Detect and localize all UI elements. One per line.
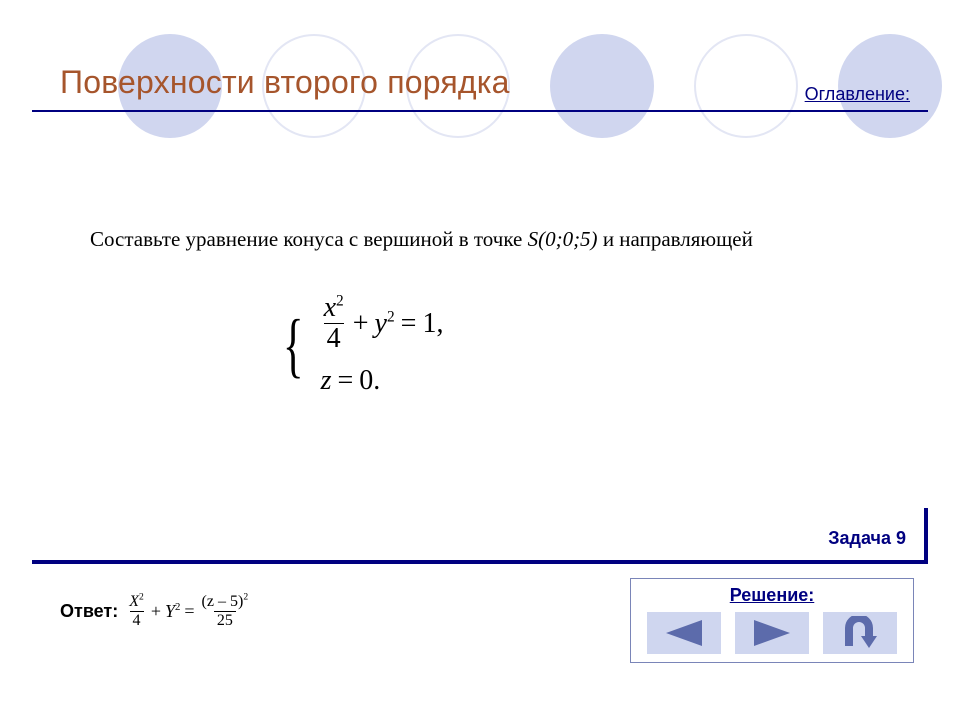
ans-t1-num-exp: 2	[139, 592, 144, 603]
plus-sign-icon: +	[353, 308, 369, 340]
decor-circle	[550, 34, 654, 138]
solution-link[interactable]: Решение:	[639, 585, 905, 606]
eq1-y-exp: 2	[387, 308, 395, 325]
nav-buttons-row	[639, 612, 905, 654]
eq1-rhs: 1,	[422, 308, 443, 340]
eq1-frac-num-exp: 2	[336, 293, 344, 310]
contents-link[interactable]: Оглавление:	[805, 84, 910, 105]
equation-lines: x2 4 + y2 = 1, z = 0.	[321, 294, 444, 397]
ans-t1-den: 4	[130, 611, 144, 629]
answer-term3-frac: (z – 5)2 25	[199, 594, 252, 629]
problem-text-prefix: Составьте уравнение конуса с вершиной в …	[90, 227, 528, 251]
answer-label: Ответ:	[60, 601, 118, 622]
task-number-label: Задача 9	[828, 528, 906, 549]
triangle-right-icon	[750, 618, 794, 648]
return-button[interactable]	[823, 612, 897, 654]
plus-sign-icon: +	[151, 601, 161, 622]
eq2-lhs: z	[321, 365, 332, 397]
problem-text-suffix: и направляющей	[603, 227, 753, 251]
equation-line-1: x2 4 + y2 = 1,	[321, 294, 444, 353]
ans-t1-num-base: X	[129, 593, 139, 610]
fraction-x2-over-4: x2 4	[321, 294, 347, 353]
equals-sign-icon: =	[401, 308, 417, 340]
eq1-y-base: y	[375, 308, 387, 339]
triangle-left-icon	[662, 618, 706, 648]
next-slide-button[interactable]	[735, 612, 809, 654]
equation-line-2: z = 0.	[321, 365, 444, 397]
answer-equation: X2 4 + Y2 = (z – 5)2 25	[126, 594, 251, 629]
slide-title: Поверхности второго порядка	[60, 64, 510, 101]
ans-t2-exp: 2	[175, 601, 180, 613]
ans-t3-num-inner: (z – 5)	[202, 593, 244, 610]
header-underline	[32, 110, 928, 112]
answer-term1-frac: X2 4	[126, 594, 147, 629]
navigation-box: Решение:	[630, 578, 914, 663]
u-turn-icon	[835, 616, 885, 650]
prev-slide-button[interactable]	[647, 612, 721, 654]
equals-sign-icon: =	[337, 365, 353, 397]
answer-term2: Y2	[165, 601, 180, 622]
eq1-y-term: y2	[375, 308, 395, 340]
eq1-frac-den: 4	[324, 323, 344, 353]
problem-vertex-point: S(0;0;5)	[528, 227, 598, 251]
directrix-equation-system: { x2 4 + y2 = 1, z = 0.	[276, 294, 443, 397]
slide-root: Поверхности второго порядка Оглавление: …	[0, 0, 960, 720]
problem-text: Составьте уравнение конуса с вершиной в …	[90, 225, 900, 253]
equals-sign-icon: =	[184, 601, 194, 622]
ans-t2-base: Y	[165, 601, 175, 621]
eq2-rhs: 0.	[359, 365, 380, 397]
decor-circle	[694, 34, 798, 138]
eq1-frac-num-base: x	[324, 292, 336, 323]
section-separator	[32, 560, 928, 564]
ans-t3-den: 25	[214, 611, 236, 629]
answer-block: Ответ: X2 4 + Y2 = (z – 5)2 25	[60, 594, 251, 629]
ans-t3-num-exp: 2	[243, 592, 248, 603]
left-brace-icon: {	[283, 294, 304, 397]
